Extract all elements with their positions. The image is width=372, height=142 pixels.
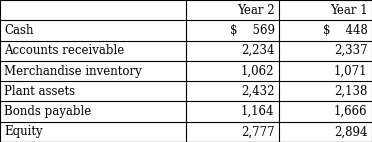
Text: Bonds payable: Bonds payable (4, 105, 92, 118)
Text: 2,234: 2,234 (241, 44, 275, 57)
Text: 2,894: 2,894 (334, 125, 368, 138)
Text: $    448: $ 448 (323, 24, 368, 37)
Text: Cash: Cash (4, 24, 34, 37)
Text: Year 2: Year 2 (237, 4, 275, 17)
Text: 1,062: 1,062 (241, 64, 275, 78)
Text: 2,777: 2,777 (241, 125, 275, 138)
Text: Accounts receivable: Accounts receivable (4, 44, 125, 57)
Text: 2,138: 2,138 (334, 85, 368, 98)
Text: 2,432: 2,432 (241, 85, 275, 98)
Text: Year 1: Year 1 (330, 4, 368, 17)
Text: 1,071: 1,071 (334, 64, 368, 78)
Text: Plant assets: Plant assets (4, 85, 76, 98)
Text: $    569: $ 569 (230, 24, 275, 37)
Text: 1,164: 1,164 (241, 105, 275, 118)
Text: 2,337: 2,337 (334, 44, 368, 57)
Text: Merchandise inventory: Merchandise inventory (4, 64, 142, 78)
Text: Equity: Equity (4, 125, 43, 138)
Text: 1,666: 1,666 (334, 105, 368, 118)
